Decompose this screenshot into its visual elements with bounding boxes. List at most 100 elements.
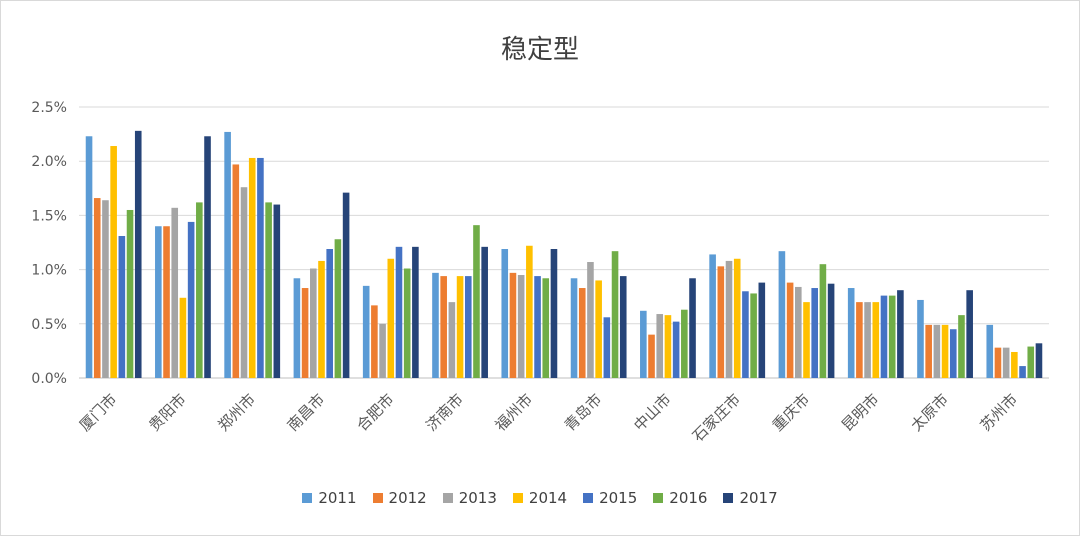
x-tick-label: 中山市 (630, 390, 675, 435)
bar-2014 (595, 280, 602, 378)
legend-item: 2014 (512, 489, 568, 507)
bar-2013 (310, 268, 317, 378)
bar-2011 (709, 254, 716, 378)
bar-2015 (672, 321, 680, 378)
bar-2017 (619, 276, 627, 378)
bar-2011 (640, 310, 647, 378)
bar-2016 (542, 278, 550, 378)
x-tick-label: 郑州市 (214, 390, 259, 435)
chart-legend: 2011 2012 2013 2014 2015 2016 2017 (1, 489, 1079, 507)
legend-swatch (372, 493, 383, 503)
bar-2017 (758, 282, 766, 378)
bar-2016 (888, 295, 896, 378)
x-tick-label: 昆明市 (838, 390, 883, 435)
bar-2011 (570, 278, 578, 378)
bar-2015 (534, 276, 541, 378)
bar-2013 (379, 323, 386, 378)
bar-2014 (803, 302, 810, 378)
bar-2014 (387, 258, 395, 378)
x-tick-label: 苏州市 (977, 390, 1022, 435)
bar-2015 (464, 276, 472, 378)
bar-2017 (966, 290, 973, 378)
bar-2014 (526, 245, 533, 378)
bar-2014 (456, 276, 464, 378)
bar-2013 (240, 187, 248, 378)
legend-swatch (653, 493, 664, 503)
bar-2012 (578, 288, 586, 378)
bar-2013 (171, 207, 179, 378)
bar-2014 (872, 302, 880, 378)
bar-2015 (880, 295, 888, 378)
bar-2016 (265, 202, 272, 378)
bar-2011 (362, 285, 370, 378)
bar-2015 (187, 221, 195, 378)
legend-label: 2017 (739, 489, 778, 507)
bar-2015 (1019, 366, 1026, 378)
legend-label: 2014 (528, 489, 568, 507)
legend-item: 2011 (302, 489, 357, 507)
bar-2016 (334, 239, 342, 378)
bar-2013 (448, 302, 456, 378)
bar-2012 (856, 302, 863, 378)
bar-2017 (897, 290, 904, 378)
bar-2013 (656, 314, 664, 378)
legend-swatch (302, 493, 313, 503)
bar-2011 (917, 299, 924, 378)
y-tick-label: 0.5% (31, 317, 67, 333)
bar-2011 (85, 136, 93, 378)
legend-swatch (512, 493, 523, 503)
bar-2012 (509, 272, 517, 378)
bar-chart: 0.0% 0.5% 1.0% 1.5% 2.0% 2.5% 厦门市 贵阳市 郑州市 南昌市 合肥市济… (31, 100, 1049, 445)
bar-2012 (301, 288, 309, 378)
x-tick-label: 石家庄市 (689, 390, 744, 445)
bar-2011 (778, 251, 786, 378)
legend-item: 2015 (583, 489, 637, 507)
bar-2016 (750, 293, 757, 378)
legend-item: 2013 (442, 489, 497, 507)
bar-2012 (786, 282, 794, 378)
legend-label: 2016 (669, 489, 708, 507)
bar-2015 (811, 288, 818, 378)
bar-2013 (933, 324, 941, 378)
bar-2016 (819, 264, 827, 378)
legend-label: 2011 (318, 489, 357, 507)
legend-label: 2013 (458, 489, 497, 507)
bar-2014 (941, 324, 949, 378)
bar-2014 (318, 260, 325, 378)
bar-2014 (110, 146, 117, 378)
x-tick-label: 太原市 (907, 390, 952, 435)
bar-2012 (440, 276, 447, 378)
bar-2012 (232, 164, 240, 378)
legend-swatch (583, 493, 594, 503)
chart-title: 稳定型 (500, 35, 579, 65)
bar-2017 (827, 283, 835, 378)
bar-2013 (864, 302, 871, 378)
bar-2015 (257, 157, 264, 378)
y-tick-label: 1.0% (31, 263, 67, 279)
bar-2014 (179, 297, 187, 378)
bar-2014 (664, 315, 672, 378)
bar-2013 (795, 286, 802, 378)
bar-2016 (958, 315, 965, 378)
bar-2016 (126, 209, 134, 378)
bar-2015 (949, 329, 957, 378)
bar-2011 (847, 288, 855, 378)
bar-2011 (224, 131, 231, 378)
bar-2014 (1011, 351, 1018, 378)
y-tick-label: 0.0% (31, 371, 67, 387)
bar-2016 (196, 202, 203, 378)
legend-item: 2016 (653, 489, 707, 507)
bar-2017 (134, 130, 142, 378)
legend-label: 2012 (388, 489, 427, 507)
bar-2017 (1035, 343, 1043, 378)
x-tick-label: 南昌市 (284, 390, 329, 435)
bar-2011 (293, 278, 301, 378)
bar-2011 (501, 249, 509, 378)
x-tick-label: 合肥市 (353, 390, 398, 435)
bar-2017 (342, 192, 350, 378)
bar-2014 (733, 258, 741, 378)
bar-2013 (1002, 347, 1010, 378)
legend-item: 2012 (372, 489, 427, 507)
bar-2015 (742, 291, 749, 378)
